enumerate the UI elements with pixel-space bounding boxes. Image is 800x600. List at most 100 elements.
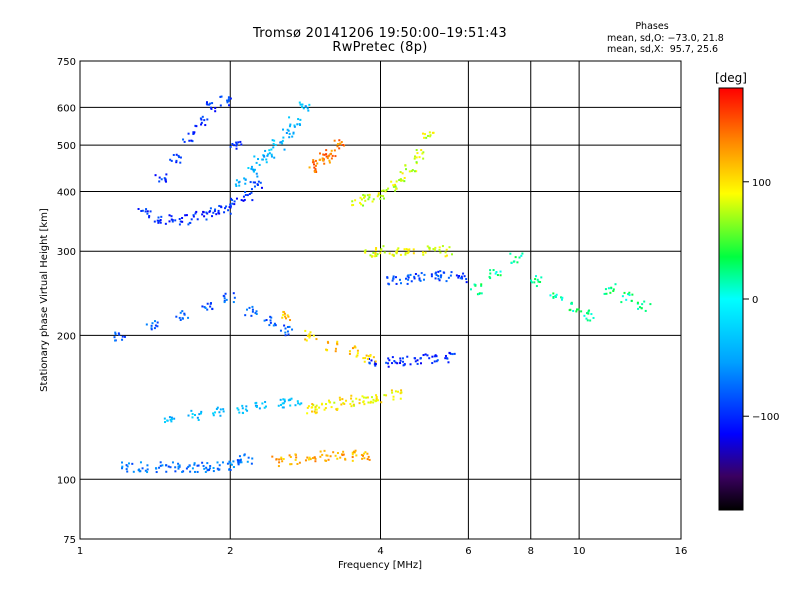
data-point-scatter-low-band (284, 327, 287, 330)
data-point-cyan-mid-trace (191, 413, 194, 416)
data-point-yellow-300-trace (375, 247, 378, 250)
data-point-blue-upper-trace (257, 180, 260, 183)
data-point-blue-upper-cloud (209, 102, 212, 105)
y-tick-label: 75 (63, 535, 76, 546)
data-point-blue-lower-trace (193, 470, 196, 473)
x-tick-label: 8 (528, 546, 534, 557)
data-point-blue-280-trace (400, 282, 403, 285)
data-point-scatter-high-freq (537, 280, 540, 283)
data-point-blue-lower-trace (205, 466, 208, 469)
data-point-orange-lower-trace (329, 455, 332, 458)
data-point-blue-upper-trace (244, 193, 247, 196)
data-point-scatter-low-band (179, 318, 182, 321)
data-point-yellow-upper-trace (415, 170, 418, 173)
data-point-cyan-mid-trace (191, 416, 194, 419)
data-point-blue-lower-trace (240, 461, 243, 464)
data-point-blue-upper-cloud (226, 101, 229, 104)
data-point-blue-upper-trace (251, 199, 254, 202)
data-point-blue-upper-trace (190, 218, 193, 221)
data-point-blue-upper-cloud (214, 107, 217, 110)
data-point-cyan-mid-trace (280, 403, 283, 406)
data-point-scatter-mid-band (354, 346, 357, 349)
data-point-yellow-upper-trace (372, 198, 375, 201)
data-point-blue-280-trace (414, 273, 417, 276)
data-point-cyan-upper-trace (265, 158, 268, 161)
data-point-blue-lower-trace (246, 460, 249, 463)
data-point-cyan-mid-trace (238, 411, 241, 414)
data-point-blue-lower-trace (216, 467, 219, 470)
data-point-scatter-low-band (118, 333, 121, 336)
data-point-yellow-upper-trace (394, 183, 397, 186)
data-point-blue-upper-trace (196, 218, 199, 221)
data-point-orange-upper-trace (321, 157, 324, 160)
data-point-blue-lower-trace (154, 467, 157, 470)
data-point-blue-upper-cloud (172, 153, 175, 156)
data-point-cyan-mid-trace (215, 408, 218, 411)
data-point-blue-175-trace (370, 359, 373, 362)
data-point-yellow-300-trace (444, 255, 447, 258)
data-point-yellow-300-trace (428, 247, 431, 250)
data-point-scatter-high-freq (499, 274, 502, 277)
data-point-blue-280-trace (434, 277, 437, 280)
data-point-cyan-upper-trace (235, 179, 238, 182)
data-point-orange-upper-trace (319, 152, 322, 155)
data-point-scatter-high-freq (560, 296, 563, 299)
data-point-yellow-upper-trace (392, 185, 395, 188)
data-point-orange-lower-trace (296, 462, 299, 465)
data-point-yellow-mid-trace (385, 394, 388, 397)
data-point-blue-upper-cloud (179, 161, 182, 164)
data-point-orange-lower-trace (326, 454, 329, 457)
data-point-yellow-upper-trace (424, 133, 427, 136)
data-point-blue-lower-trace (236, 459, 239, 462)
data-point-yellow-mid-trace (358, 398, 361, 401)
data-point-scatter-high-freq (631, 293, 634, 296)
data-point-blue-175-trace (396, 362, 399, 365)
data-point-yellow-300-trace (379, 249, 382, 252)
data-point-scatter-low-band (274, 324, 277, 327)
data-point-blue-upper-cloud (214, 110, 217, 113)
data-point-scatter-low-band (263, 319, 266, 322)
data-point-cyan-upper-trace (283, 148, 286, 151)
data-point-yellow-mid-trace (312, 404, 315, 407)
data-point-blue-upper-cloud (190, 139, 193, 142)
data-point-scatter-high-freq (530, 279, 533, 282)
data-point-yellow-mid-trace (323, 408, 326, 411)
data-point-blue-280-trace (407, 274, 410, 277)
data-point-scatter-high-freq (568, 309, 571, 312)
data-point-cyan-upper-trace (255, 172, 258, 175)
data-point-cyan-upper-trace (266, 154, 269, 157)
data-point-blue-lower-trace (229, 462, 232, 465)
data-point-blue-lower-trace (201, 461, 204, 464)
data-point-blue-upper-cloud (170, 159, 173, 162)
data-point-blue-175-trace (426, 354, 429, 357)
data-point-cyan-upper-trace (282, 136, 285, 139)
data-point-yellow-300-trace (373, 255, 376, 258)
data-point-scatter-high-freq (620, 301, 623, 304)
data-point-scatter-low-band (121, 338, 124, 341)
data-point-cyan-upper-trace (238, 180, 241, 183)
data-point-blue-upper-cloud (227, 96, 230, 99)
data-point-yellow-300-trace (444, 251, 447, 254)
data-point-blue-lower-trace (165, 470, 168, 473)
data-point-yellow-upper-trace (377, 192, 380, 195)
data-point-cyan-upper-trace (301, 103, 304, 106)
data-point-scatter-high-freq (476, 293, 479, 296)
data-point-yellow-mid-trace (370, 396, 373, 399)
data-point-blue-upper-trace (231, 202, 234, 205)
data-point-orange-lower-trace (307, 458, 310, 461)
data-point-orange-upper-trace (325, 155, 328, 158)
data-point-blue-lower-trace (132, 470, 135, 473)
data-point-yellow-upper-trace (363, 195, 366, 198)
data-point-yellow-300-trace (375, 254, 378, 257)
data-point-scatter-low-band (150, 327, 153, 330)
data-point-blue-upper-trace (235, 197, 238, 200)
data-point-blue-lower-trace (146, 468, 149, 471)
data-point-scatter-low-band (233, 296, 236, 299)
data-point-cyan-mid-trace (254, 404, 257, 407)
data-point-blue-lower-trace (174, 466, 177, 469)
data-point-scatter-low-band (283, 324, 286, 327)
data-point-scatter-low-band (255, 310, 258, 313)
data-point-yellow-300-trace (424, 251, 427, 254)
data-point-cyan-upper-trace (256, 175, 259, 178)
data-point-scatter-low-band (150, 328, 153, 331)
